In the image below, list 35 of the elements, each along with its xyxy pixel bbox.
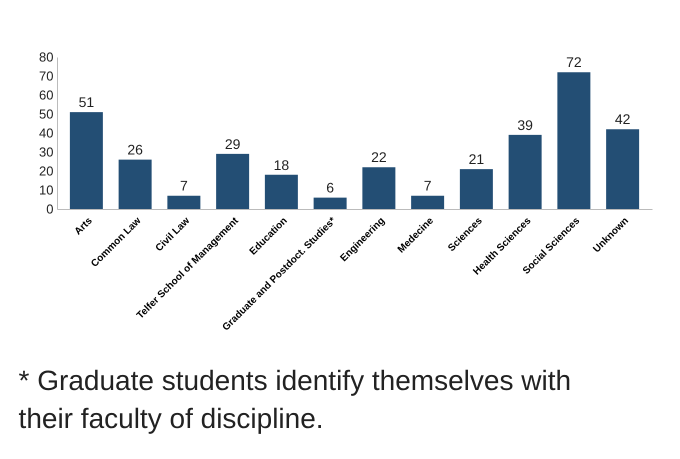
bar [264,174,298,209]
data-label: 7 [180,178,188,194]
y-tick-label: 30 [39,144,54,160]
data-label: 21 [468,151,484,168]
bar [508,134,542,209]
y-tick-label: 60 [39,88,54,102]
bar [70,112,103,209]
text: * Graduate students identify themselves with their faculty of discipline. [18,365,572,434]
y-tick-label: 70 [39,68,54,84]
bar [314,198,347,209]
bar [362,167,396,209]
bar [167,196,200,209]
data-label: 22 [371,149,387,166]
data-label: 42 [614,111,631,128]
bar [216,154,250,209]
y-tick-label: 20 [39,164,54,178]
y-tick-label: 10 [39,182,54,198]
bar [557,72,590,209]
y-tick-label: 40 [39,126,54,140]
bar [460,169,493,209]
x-tick-label: Arts [72,215,95,238]
data-label: 18 [274,156,290,173]
data-label: 29 [224,136,241,152]
data-label: 72 [566,54,582,70]
bar [606,129,640,209]
data-label: 6 [326,180,334,196]
y-tick-label: 50 [39,106,54,122]
y-tick-label: 80 [39,50,54,64]
y-tick-label: 0 [46,202,54,216]
data-label: 39 [517,116,534,133]
bar [411,196,444,209]
data-label: 26 [127,142,144,158]
data-label: 51 [78,94,94,110]
data-label: 7 [424,178,432,194]
bar [118,160,152,209]
